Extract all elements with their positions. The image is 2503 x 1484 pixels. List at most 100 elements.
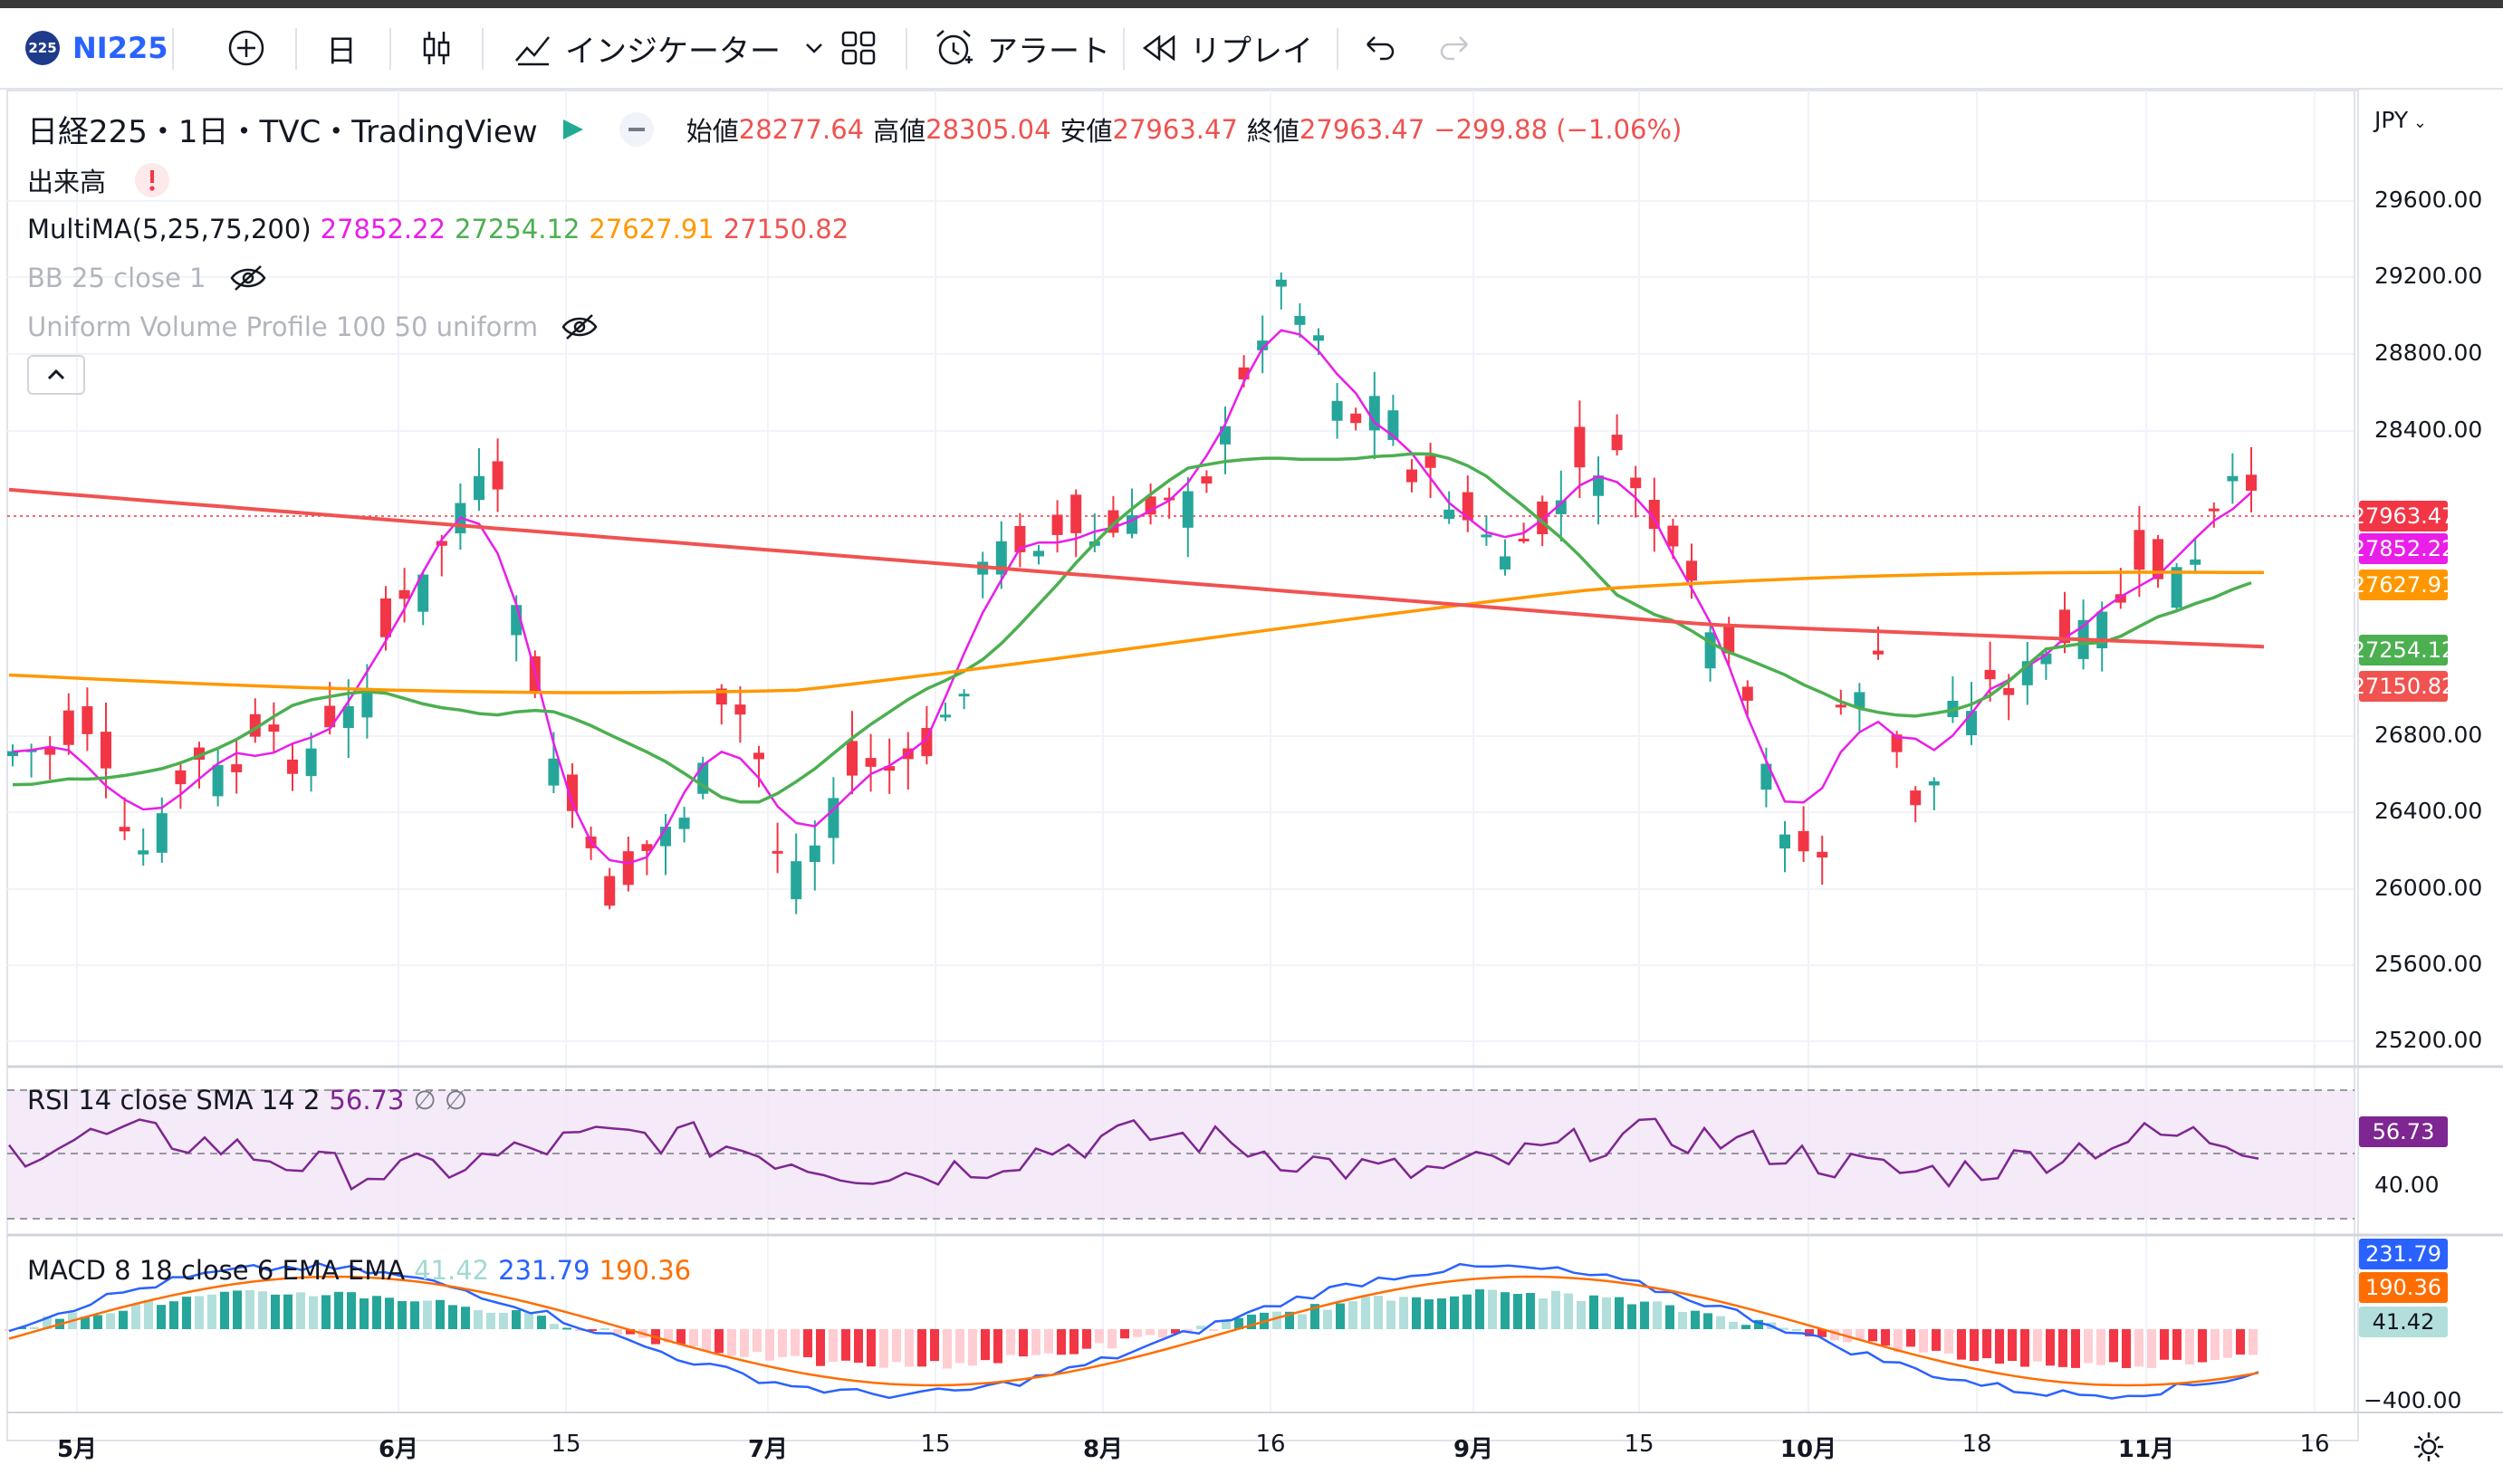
candle-body bbox=[1928, 780, 1940, 786]
macd-histogram-bar bbox=[2172, 1329, 2182, 1360]
macd-histogram-bar bbox=[803, 1329, 812, 1357]
replay-button[interactable]: リプレイ bbox=[1141, 8, 1313, 88]
macd-histogram-bar bbox=[2223, 1329, 2232, 1358]
macd-histogram-bar bbox=[613, 1329, 622, 1336]
macd-histogram-bar bbox=[512, 1309, 521, 1329]
ma5-price-label: 27852.22 bbox=[2352, 533, 2455, 564]
macd-histogram-bar bbox=[1323, 1309, 1332, 1329]
candle-body bbox=[1741, 686, 1753, 701]
indicators-button[interactable]: インジケーター bbox=[513, 8, 826, 88]
time-axis-tick: 18 bbox=[1961, 1431, 1992, 1458]
price-axis-tick: 29600.00 bbox=[2374, 187, 2483, 213]
macd-histogram-bar bbox=[1019, 1329, 1028, 1357]
candle-body bbox=[82, 706, 93, 734]
market-status-icon bbox=[562, 119, 583, 139]
candle-body bbox=[1481, 534, 1492, 538]
macd-histogram-bar bbox=[360, 1298, 369, 1329]
chart-type-button[interactable] bbox=[418, 8, 455, 88]
symbol-search-button[interactable]: 225 NI225 bbox=[25, 8, 168, 88]
macd-histogram-bar bbox=[1158, 1329, 1167, 1338]
macd-histogram-bar bbox=[1779, 1327, 1789, 1330]
interval-button[interactable]: 日 bbox=[326, 8, 357, 88]
macd-histogram-bar bbox=[2109, 1329, 2118, 1363]
undo-button[interactable] bbox=[1362, 8, 1398, 88]
macd-histogram-bar bbox=[182, 1297, 191, 1329]
macd-histogram-bar bbox=[398, 1300, 407, 1329]
candle-body bbox=[1611, 435, 1623, 451]
macd-histogram-bar bbox=[753, 1329, 762, 1353]
macd-axis-tick: −400.00 bbox=[2364, 1387, 2462, 1413]
macd-histogram-bar bbox=[1792, 1328, 1801, 1331]
warning-icon[interactable] bbox=[133, 161, 171, 199]
ma200-price-label: 27150.82 bbox=[2352, 671, 2455, 702]
candle-body bbox=[1033, 551, 1044, 557]
alert-button[interactable]: アラート bbox=[933, 8, 1110, 88]
minus-circle-icon[interactable] bbox=[618, 110, 656, 148]
currency-selector[interactable]: JPY ⌄ bbox=[2374, 107, 2427, 133]
macd-histogram-bar bbox=[1577, 1301, 1586, 1329]
price-axis-tick: 26400.00 bbox=[2374, 798, 2483, 824]
price-axis-tick: 28800.00 bbox=[2374, 340, 2483, 366]
candle-body bbox=[1891, 734, 1903, 752]
chart-title: 日経225・1日・TVC・TradingView bbox=[27, 114, 538, 150]
candle-body bbox=[1779, 834, 1790, 849]
candle-body bbox=[2059, 609, 2070, 644]
macd-histogram-bar bbox=[1488, 1289, 1497, 1329]
macd-histogram-bar bbox=[1361, 1297, 1370, 1329]
macd-histogram-bar bbox=[1868, 1329, 1877, 1342]
macd-histogram-bar bbox=[1285, 1311, 1294, 1329]
candle-body bbox=[548, 758, 560, 786]
macd-histogram-bar bbox=[245, 1290, 254, 1329]
eye-hidden-icon[interactable] bbox=[228, 263, 268, 293]
eye-hidden-icon[interactable] bbox=[560, 311, 599, 342]
macd-histogram-bar bbox=[575, 1329, 584, 1331]
rsi-legend[interactable]: RSI 14 close SMA 14 2 56.73 ∅ ∅ bbox=[27, 1085, 467, 1115]
macd-histogram-bar bbox=[1627, 1304, 1636, 1329]
macd-histogram-bar bbox=[1006, 1329, 1015, 1355]
candle-body bbox=[101, 732, 111, 769]
templates-button[interactable] bbox=[840, 8, 877, 88]
macd-histogram-bar bbox=[144, 1299, 153, 1329]
macd-histogram-bar bbox=[372, 1296, 381, 1329]
candle-body bbox=[1630, 477, 1642, 489]
macd-histogram-bar bbox=[1171, 1329, 1180, 1334]
toolbar-divider bbox=[295, 28, 297, 70]
hist-price-label: 41.42 bbox=[2359, 1307, 2448, 1337]
macd-histogram-bar bbox=[1970, 1329, 1979, 1362]
macd-histogram-bar bbox=[321, 1295, 331, 1329]
macd-histogram-bar bbox=[2046, 1329, 2055, 1366]
candle-body bbox=[7, 751, 18, 757]
settings-gear-icon[interactable] bbox=[2411, 1429, 2447, 1465]
bb-legend[interactable]: BB 25 close 1 bbox=[27, 263, 268, 293]
macd-histogram-bar bbox=[1120, 1329, 1129, 1339]
macd-histogram-bar bbox=[1906, 1329, 1915, 1347]
close-label: 終値 bbox=[1246, 115, 1299, 147]
redo-button[interactable] bbox=[1436, 8, 1472, 88]
compare-button[interactable] bbox=[226, 8, 266, 88]
candle-body bbox=[1873, 650, 1884, 655]
candle-body bbox=[44, 747, 56, 755]
ma25-value: 27254.12 bbox=[455, 214, 580, 244]
macd-histogram-bar bbox=[917, 1329, 926, 1367]
multima-legend[interactable]: MultiMA(5,25,75,200) 27852.22 27254.12 2… bbox=[27, 214, 849, 244]
macd-histogram-bar bbox=[562, 1327, 571, 1330]
macd-label: MACD 8 18 close 6 EMA EMA bbox=[27, 1255, 406, 1286]
candle-body bbox=[287, 759, 298, 774]
macd-legend[interactable]: MACD 8 18 close 6 EMA EMA 41.42 231.79 1… bbox=[27, 1255, 691, 1286]
macd-histogram-bar bbox=[1678, 1311, 1687, 1329]
candle-body bbox=[1500, 556, 1510, 570]
macd-histogram-bar bbox=[892, 1329, 901, 1363]
macd-histogram-bar bbox=[1691, 1310, 1700, 1329]
candle-body bbox=[884, 766, 896, 771]
macd-histogram-bar bbox=[296, 1292, 305, 1329]
candle-body bbox=[604, 876, 616, 906]
candle-body bbox=[398, 589, 410, 599]
candle-body bbox=[1984, 669, 1996, 680]
price-axis-tick: 25600.00 bbox=[2374, 951, 2483, 977]
collapse-legend-button[interactable] bbox=[27, 355, 85, 395]
time-axis-tick: 15 bbox=[920, 1431, 951, 1458]
last-price-label: 27963.47 bbox=[2352, 501, 2455, 531]
vp-legend[interactable]: Uniform Volume Profile 100 50 uniform bbox=[27, 311, 599, 342]
macd-histogram-bar bbox=[2058, 1329, 2067, 1367]
